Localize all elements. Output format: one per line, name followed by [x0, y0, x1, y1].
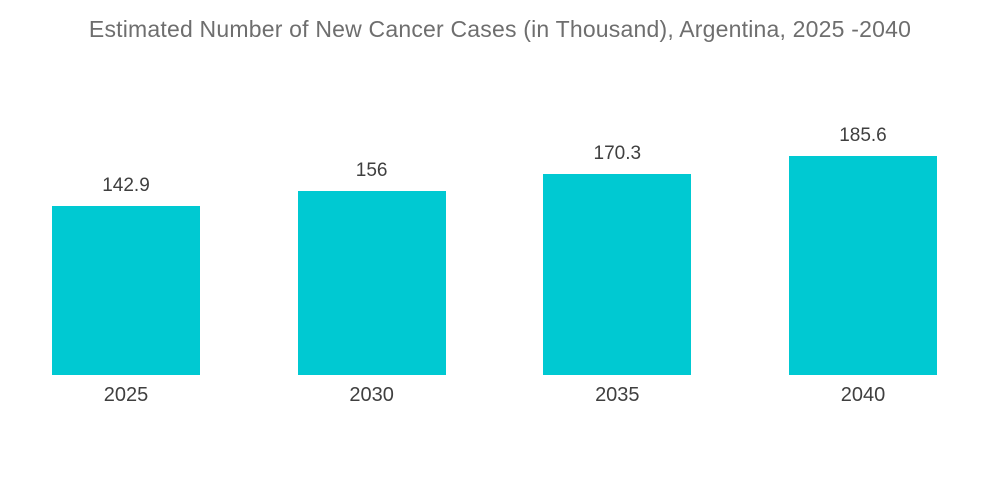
bar-2025	[52, 206, 200, 375]
x-axis-label-2035: 2035	[595, 384, 640, 406]
plot-area: 142.9 156 170.3 185.6	[52, 0, 937, 375]
bar-group-2035: 170.3	[543, 143, 692, 375]
x-axis-label-2040: 2040	[840, 384, 886, 406]
bar-group-2040: 185.6	[788, 125, 937, 375]
bar-value-label: 156	[355, 160, 388, 181]
x-axis: 2025 2030 2035 2040	[52, 384, 937, 407]
bar-value-label: 170.3	[593, 143, 642, 164]
bar-2035	[543, 174, 692, 375]
bar-value-label: 142.9	[102, 175, 150, 196]
bar-2040	[788, 156, 937, 375]
x-axis-label-2025: 2025	[103, 384, 149, 406]
bar-value-label: 185.6	[839, 125, 887, 146]
chart-title: Estimated Number of New Cancer Cases (in…	[88, 16, 912, 42]
bar-group-2025: 142.9	[52, 175, 200, 375]
x-axis-label-2030: 2030	[349, 384, 394, 406]
bar-2030	[297, 191, 446, 375]
bar-group-2030: 156	[297, 160, 446, 375]
